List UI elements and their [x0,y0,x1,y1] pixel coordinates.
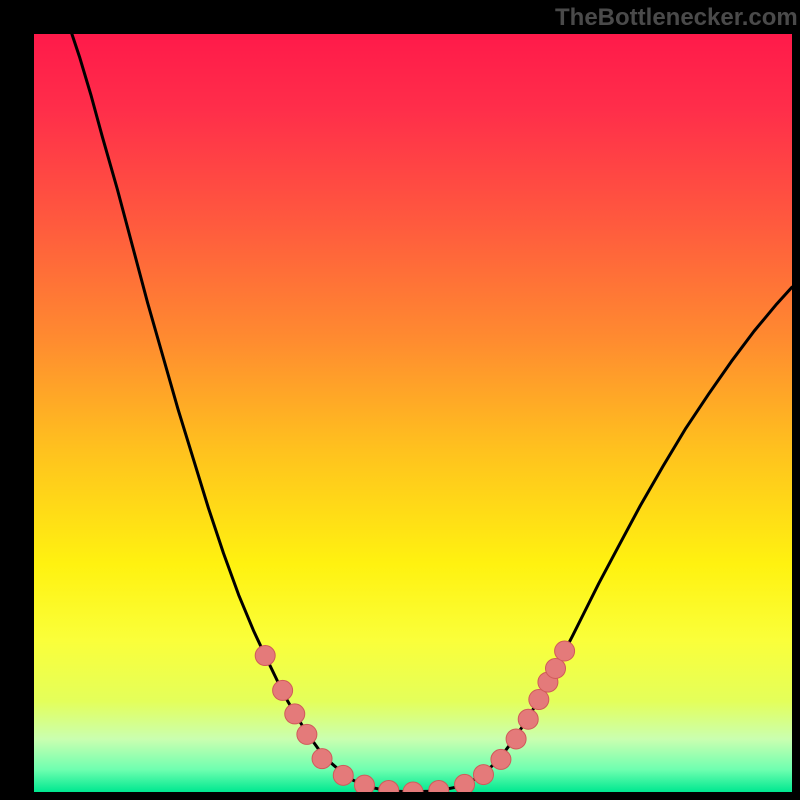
data-marker [285,704,305,724]
data-marker [297,724,317,744]
data-marker [312,749,332,769]
watermark-text: TheBottlenecker.com [555,4,798,32]
data-marker [506,729,526,749]
data-marker [255,646,275,666]
data-marker [333,765,353,785]
data-marker [273,680,293,700]
gradient-background [34,34,792,792]
data-marker [354,775,374,792]
data-marker [455,774,475,792]
data-marker [529,690,549,710]
chart-svg [34,34,792,792]
data-marker [555,641,575,661]
data-marker [546,658,566,678]
data-marker [518,709,538,729]
data-marker [491,749,511,769]
data-marker [473,765,493,785]
chart-frame: TheBottlenecker.com [0,0,800,800]
plot-area [34,34,792,792]
